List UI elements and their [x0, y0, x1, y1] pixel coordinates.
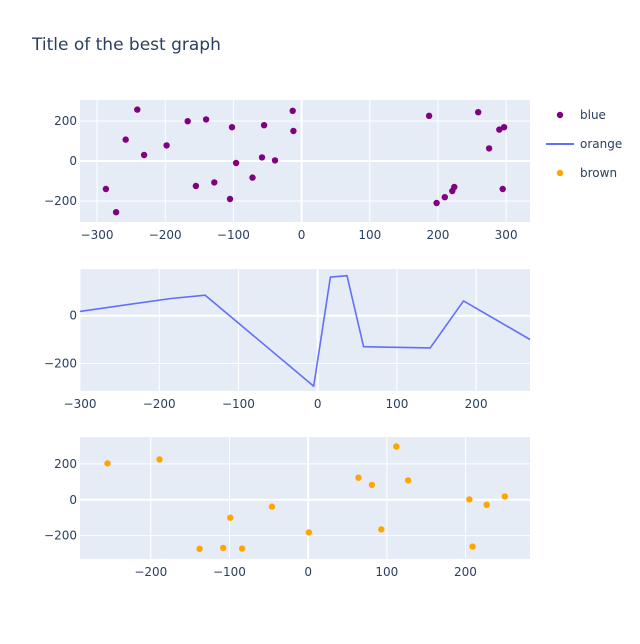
data-point-blue	[290, 127, 297, 135]
data-point-blue	[228, 124, 236, 131]
legend-swatch-marker	[556, 111, 564, 119]
x-tick-label: 100	[375, 565, 398, 579]
x-tick-label: −200	[143, 397, 176, 411]
data-point-blue	[260, 122, 268, 129]
subplot-1: −300 −200 −100 0 100 200 300 −200 0 200	[44, 100, 530, 242]
y-tick-label: 0	[69, 309, 77, 323]
data-point-blue	[140, 151, 148, 159]
data-point-blue	[249, 174, 256, 181]
x-tick-label: 300	[495, 228, 518, 242]
data-point-brown	[227, 514, 234, 521]
x-tick-label: 0	[314, 397, 322, 411]
x-tick-label: −300	[81, 228, 114, 242]
data-point-brown	[196, 545, 203, 552]
x-tick-label: −100	[217, 228, 250, 242]
x-tick-label: 0	[304, 565, 312, 579]
data-point-blue	[211, 179, 218, 186]
legend-swatch-marker	[556, 169, 564, 177]
x-tick-label: 0	[298, 228, 306, 242]
chart-title: Title of the best graph	[31, 35, 221, 55]
data-point-blue	[163, 142, 170, 149]
data-point-brown	[483, 501, 490, 508]
data-point-brown	[469, 543, 476, 550]
data-point-blue	[122, 136, 129, 143]
legend-item-blue: blue	[556, 108, 606, 122]
x-tick-label: 200	[465, 397, 488, 411]
legend-label: brown	[580, 166, 617, 180]
data-point-blue	[134, 106, 141, 113]
x-tick-label: 100	[358, 228, 381, 242]
data-point-blue	[289, 107, 296, 115]
x-tick-label: −100	[222, 397, 255, 411]
legend-item-orange: orange	[546, 137, 622, 151]
data-point-brown	[501, 493, 508, 500]
data-point-blue	[202, 116, 210, 123]
legend: blue orange brown	[546, 108, 622, 180]
y-tick-label: −200	[44, 356, 77, 370]
data-point-brown	[238, 545, 246, 552]
x-tick-label: −200	[134, 565, 167, 579]
data-point-brown	[305, 529, 313, 536]
legend-item-brown: brown	[556, 166, 617, 180]
data-point-blue	[192, 182, 200, 190]
data-point-blue	[451, 183, 458, 191]
data-point-brown	[368, 481, 376, 489]
data-point-brown	[378, 526, 385, 533]
data-point-blue	[102, 185, 110, 193]
y-tick-label: 200	[54, 457, 77, 471]
data-point-brown	[404, 477, 412, 484]
legend-label: blue	[580, 108, 606, 122]
y-tick-label: 0	[69, 154, 77, 168]
y-tick-label: 200	[54, 114, 77, 128]
subplot-2: −300 −200 −100 0 100 200 −200 0	[44, 269, 531, 411]
x-tick-label: −100	[213, 565, 246, 579]
plot-area-2	[80, 269, 530, 391]
data-point-blue	[112, 209, 120, 216]
plot-area-3	[80, 437, 530, 559]
legend-label: orange	[580, 137, 622, 151]
data-point-blue	[441, 194, 448, 201]
x-tick-label: −200	[149, 228, 182, 242]
data-point-blue	[258, 154, 266, 161]
data-point-blue	[499, 185, 506, 193]
data-point-brown	[355, 474, 362, 481]
data-point-blue	[425, 112, 433, 120]
data-point-blue	[485, 145, 493, 152]
data-point-brown	[393, 443, 400, 450]
data-point-brown	[104, 460, 111, 467]
x-tick-label: 100	[385, 397, 408, 411]
data-point-brown	[220, 544, 227, 552]
y-tick-label: −200	[44, 529, 77, 543]
y-tick-label: −200	[44, 194, 77, 208]
y-tick-label: 0	[69, 493, 77, 507]
data-point-brown	[268, 503, 276, 510]
data-point-blue	[500, 124, 508, 131]
x-tick-label: −300	[64, 397, 97, 411]
data-point-blue	[496, 126, 503, 133]
data-point-brown	[156, 456, 163, 463]
data-point-blue	[232, 159, 240, 167]
data-point-blue	[433, 199, 440, 207]
x-tick-label: 200	[454, 565, 477, 579]
data-point-blue	[271, 157, 279, 164]
series-line-orange	[79, 274, 531, 388]
data-point-blue	[226, 195, 234, 203]
subplot-3: −200 −100 0 100 200 −200 0 200	[44, 437, 530, 579]
x-tick-label: 200	[427, 228, 450, 242]
data-point-brown	[466, 496, 473, 503]
data-point-blue	[184, 118, 191, 125]
data-point-blue	[475, 109, 482, 116]
